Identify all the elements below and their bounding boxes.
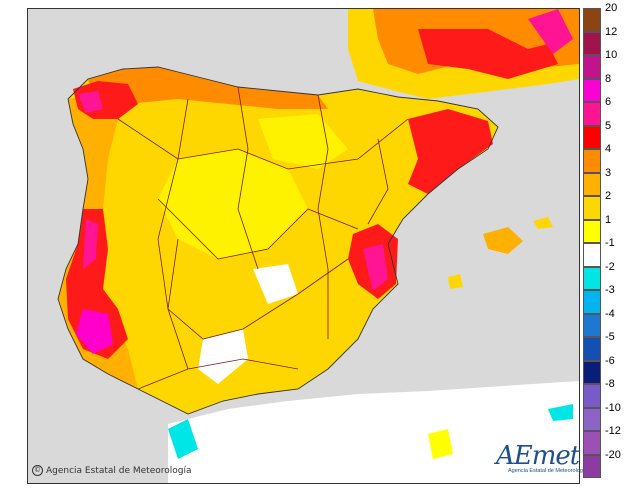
ibiza-island [448, 274, 463, 289]
legend-swatch [583, 196, 601, 220]
legend-swatch [583, 360, 601, 384]
portugal-hotspot-south [76, 309, 113, 354]
copyright-icon: © [32, 465, 43, 476]
temperature-anomaly-map [27, 8, 580, 484]
legend-label: 8 [605, 72, 612, 85]
legend-label: 3 [605, 166, 612, 179]
legend-label: 5 [605, 119, 612, 132]
north-coast-warm [88, 67, 328, 109]
logo-subtext: Agencia Estatal de Meteorología [508, 468, 588, 474]
province-borders [117, 86, 409, 390]
legend-label: 10 [605, 49, 618, 61]
aemet-logo: AEmet Agencia Estatal de Meteorología [496, 441, 588, 477]
legend-swatch [583, 172, 601, 196]
legend-swatch [583, 266, 601, 290]
legend-label: 1 [605, 213, 612, 226]
portugal-hotspot-north [83, 219, 98, 269]
menorca-island [533, 217, 553, 229]
legend-swatch [583, 149, 601, 173]
legend-label: 6 [605, 96, 612, 108]
legend-label: -3 [605, 284, 615, 296]
legend-swatch [583, 243, 601, 267]
legend-swatch [583, 313, 601, 337]
legend-swatch [583, 384, 601, 408]
legend-swatch [583, 125, 601, 149]
legend-label: 4 [605, 143, 612, 155]
credit-text: Agencia Estatal de Meteorología [46, 465, 192, 476]
legend-label: -12 [605, 425, 621, 437]
legend-swatch [583, 55, 601, 79]
legend-swatch [583, 431, 601, 455]
north-plateau [258, 114, 348, 169]
legend-swatch [583, 31, 601, 55]
africa-cool-patch-east [548, 404, 573, 421]
color-legend: 20 12 10 8 6 5 4 3 2 1 -1 -2 -3 -4 -5 -6 -8 -10 -12 -20 [583, 2, 621, 478]
peninsula-coastline [57, 66, 499, 415]
africa-cool-patch-west [168, 419, 198, 459]
logo-mark: AEmet [496, 441, 580, 471]
legend-swatch [583, 102, 601, 126]
agency-credit: © Agencia Estatal de Meteorología [32, 465, 192, 476]
ebro-hot-zone [408, 109, 493, 194]
legend-swatch [583, 337, 601, 361]
legend-label: -20 [605, 448, 621, 461]
map-canvas [28, 9, 579, 483]
france-hot-zone [418, 29, 558, 79]
legend-swatch [583, 290, 601, 314]
legend-swatch [583, 454, 601, 478]
legend-swatch [583, 407, 601, 431]
galicia-hotspot [78, 91, 103, 113]
mallorca-island [483, 227, 523, 254]
north-africa [168, 381, 579, 483]
legend-swatch [583, 8, 601, 32]
legend-swatch [583, 78, 601, 102]
legend-label: -2 [605, 260, 615, 273]
africa-warm-patch [428, 429, 453, 459]
legend-label: -10 [605, 401, 621, 414]
iberian-peninsula [58, 67, 498, 414]
legend-label: 12 [605, 25, 618, 38]
france-hotspot [528, 9, 573, 54]
legend-label: -1 [605, 237, 615, 249]
legend-label: -4 [605, 307, 615, 320]
legend-label: -6 [605, 354, 615, 367]
valencia-hotspot [363, 244, 388, 291]
andalusia-cool-patch [198, 329, 248, 384]
central-plateau [158, 149, 308, 259]
central-cool-patch [253, 264, 298, 304]
legend-label: 20 [605, 2, 618, 14]
legend-swatch [583, 219, 601, 243]
legend-label: -8 [605, 378, 615, 390]
legend-label: -5 [605, 331, 615, 343]
legend-label: 2 [605, 190, 612, 202]
